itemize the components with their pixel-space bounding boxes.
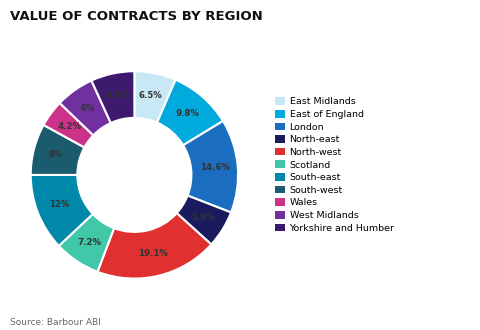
Text: 7.2%: 7.2% [77, 238, 101, 247]
Text: 14.6%: 14.6% [200, 163, 230, 172]
Wedge shape [134, 71, 176, 122]
Text: 19.1%: 19.1% [138, 249, 168, 258]
Wedge shape [60, 81, 111, 135]
Text: VALUE OF CONTRACTS BY REGION: VALUE OF CONTRACTS BY REGION [10, 10, 263, 23]
Text: 12%: 12% [49, 200, 70, 209]
Text: 6.8%: 6.8% [105, 91, 129, 100]
Text: 6.5%: 6.5% [139, 91, 163, 100]
Legend: East Midlands, East of England, London, North-east, North-west, Scotland, South-: East Midlands, East of England, London, … [274, 95, 396, 235]
Wedge shape [97, 213, 211, 279]
Wedge shape [177, 196, 231, 245]
Text: 5.8%: 5.8% [192, 213, 215, 222]
Text: 6%: 6% [81, 104, 95, 114]
Wedge shape [31, 175, 93, 246]
Text: 8%: 8% [49, 150, 63, 159]
Wedge shape [183, 121, 238, 213]
Wedge shape [157, 80, 223, 145]
Wedge shape [31, 125, 84, 175]
Wedge shape [91, 71, 134, 123]
Text: 9.8%: 9.8% [176, 110, 199, 118]
Text: 4.2%: 4.2% [57, 122, 81, 131]
Wedge shape [59, 214, 114, 272]
Wedge shape [44, 103, 93, 148]
Text: Source: Barbour ABI: Source: Barbour ABI [10, 318, 100, 327]
